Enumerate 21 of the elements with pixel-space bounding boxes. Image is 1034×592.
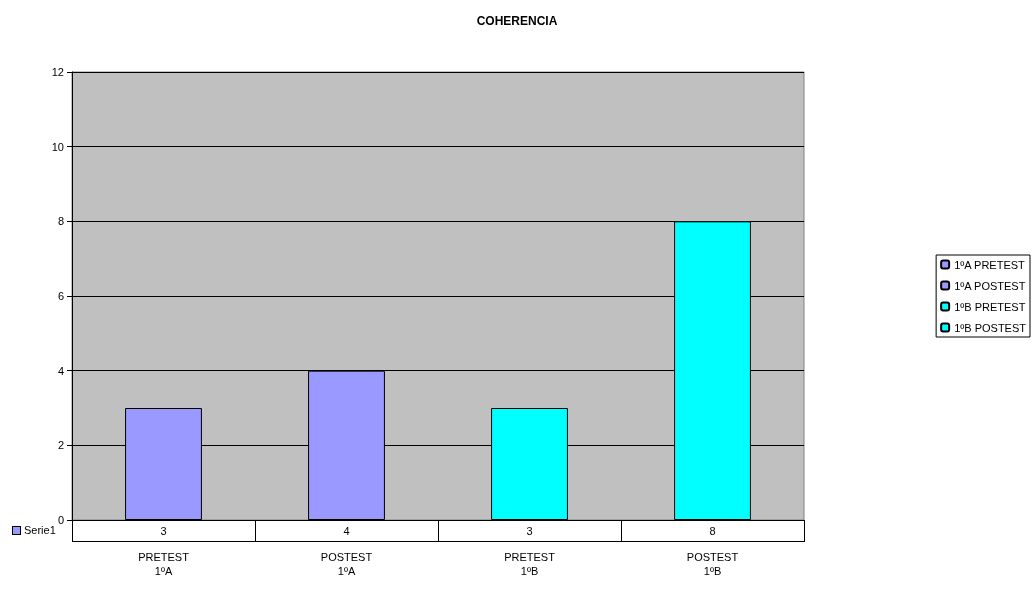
- y-tick-label: 12: [51, 66, 64, 78]
- y-tick-label: 10: [51, 140, 64, 153]
- chart-title: COHERENCIA: [476, 14, 558, 28]
- legend-label: 1ºB PRETEST: [954, 300, 1026, 313]
- x-tick-label: PRETEST 1ºB: [504, 551, 556, 577]
- x-tick-label: POSTEST 1ºA: [320, 551, 373, 577]
- x-tick-label: POSTEST 1ºB: [686, 551, 739, 577]
- legend-label: 1ºB POSTEST: [954, 321, 1027, 334]
- data-label: 3: [526, 524, 533, 537]
- x-tick-label: PRETEST 1ºA: [138, 551, 190, 577]
- y-tick-label: 6: [57, 290, 64, 302]
- y-tick-label: 4: [57, 364, 64, 377]
- data-label: 3: [160, 524, 167, 537]
- data-label: 8: [709, 524, 716, 537]
- y-tick-label: 8: [57, 215, 64, 228]
- legend-label: 1ºA PRETEST: [954, 258, 1026, 271]
- y-tick-label: 2: [57, 439, 64, 452]
- y-tick-label: 0: [57, 514, 64, 526]
- data-label: 4: [343, 524, 350, 537]
- legend-label: 1ºA POSTEST: [954, 279, 1026, 292]
- text: Serie1: [24, 524, 56, 536]
